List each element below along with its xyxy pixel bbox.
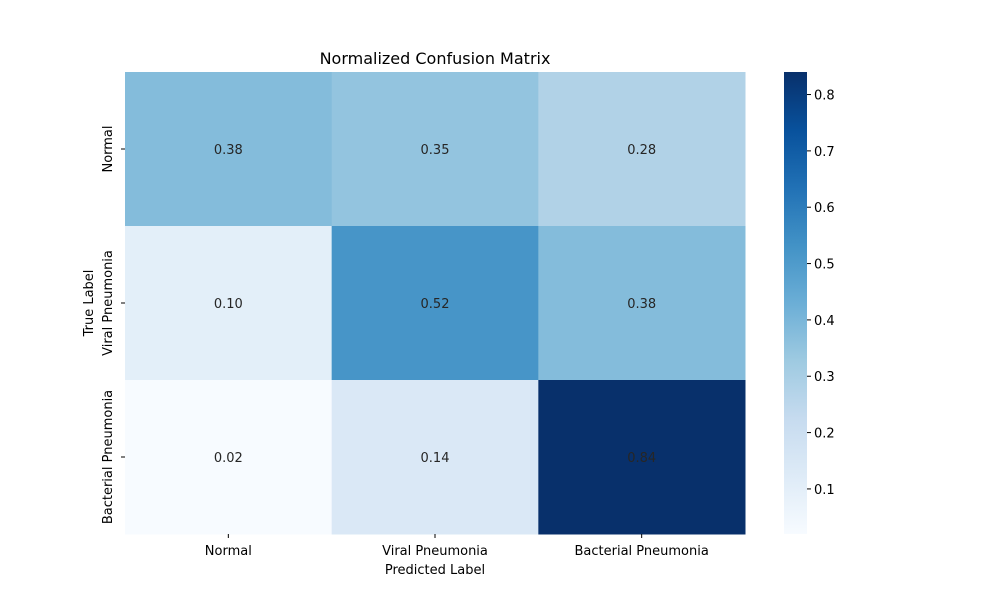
colorbar-tick-label: 0.1	[814, 483, 835, 498]
colorbar-tick-label: 0.6	[814, 201, 835, 216]
heatmap-cells	[125, 72, 746, 535]
heatmap-cell-label: 0.35	[421, 143, 450, 158]
heatmap-cell	[125, 72, 333, 227]
heatmap-cell	[538, 380, 746, 535]
heatmap-cell-label: 0.84	[627, 451, 656, 466]
x-tick-label: Bacterial Pneumonia	[575, 544, 709, 559]
heatmap-cell	[125, 380, 333, 535]
heatmap-cell-label: 0.38	[627, 297, 656, 312]
heatmap-cell-label: 0.38	[214, 143, 243, 158]
x-axis-label: Predicted Label	[385, 563, 485, 578]
y-axis-ticks: Normal Viral Pneumonia Bacterial Pneumonia	[101, 125, 125, 524]
colorbar-tick-label: 0.4	[814, 314, 835, 329]
colorbar-tick-label: 0.2	[814, 427, 835, 442]
heatmap-cell-label: 0.02	[214, 451, 243, 466]
heatmap-cell	[538, 72, 746, 227]
colorbar	[784, 72, 807, 534]
y-axis-label: True Label	[82, 270, 97, 338]
x-tick-label: Viral Pneumonia	[382, 544, 488, 559]
chart-title: Normalized Confusion Matrix	[320, 49, 551, 68]
heatmap-cell	[331, 380, 539, 535]
colorbar-ticks: 0.1 0.2 0.3 0.4 0.5 0.6 0.7 0.8	[807, 89, 835, 498]
heatmap-cell	[331, 72, 539, 227]
colorbar-tick-label: 0.7	[814, 145, 835, 160]
heatmap-cell-label: 0.10	[214, 297, 243, 312]
colorbar-tick-label: 0.8	[814, 89, 835, 104]
y-tick-label: Bacterial Pneumonia	[101, 390, 116, 524]
heatmap-cell-labels: 0.38 0.35 0.28 0.10 0.52 0.38 0.02 0.14 0.84	[214, 143, 656, 466]
colorbar-tick-label: 0.3	[814, 370, 835, 385]
heatmap-cell-label: 0.28	[627, 143, 656, 158]
colorbar-tick-label: 0.5	[814, 258, 835, 273]
x-tick-label: Normal	[205, 544, 252, 559]
heatmap-cell-label: 0.52	[421, 297, 450, 312]
heatmap-cell	[538, 226, 746, 381]
heatmap-cell	[125, 226, 333, 381]
x-axis-ticks: Normal Viral Pneumonia Bacterial Pneumonia	[205, 534, 709, 559]
heatmap-cell	[331, 226, 539, 381]
y-tick-label: Viral Pneumonia	[101, 250, 116, 356]
heatmap-cell-label: 0.14	[421, 451, 450, 466]
y-tick-label: Normal	[101, 125, 116, 172]
